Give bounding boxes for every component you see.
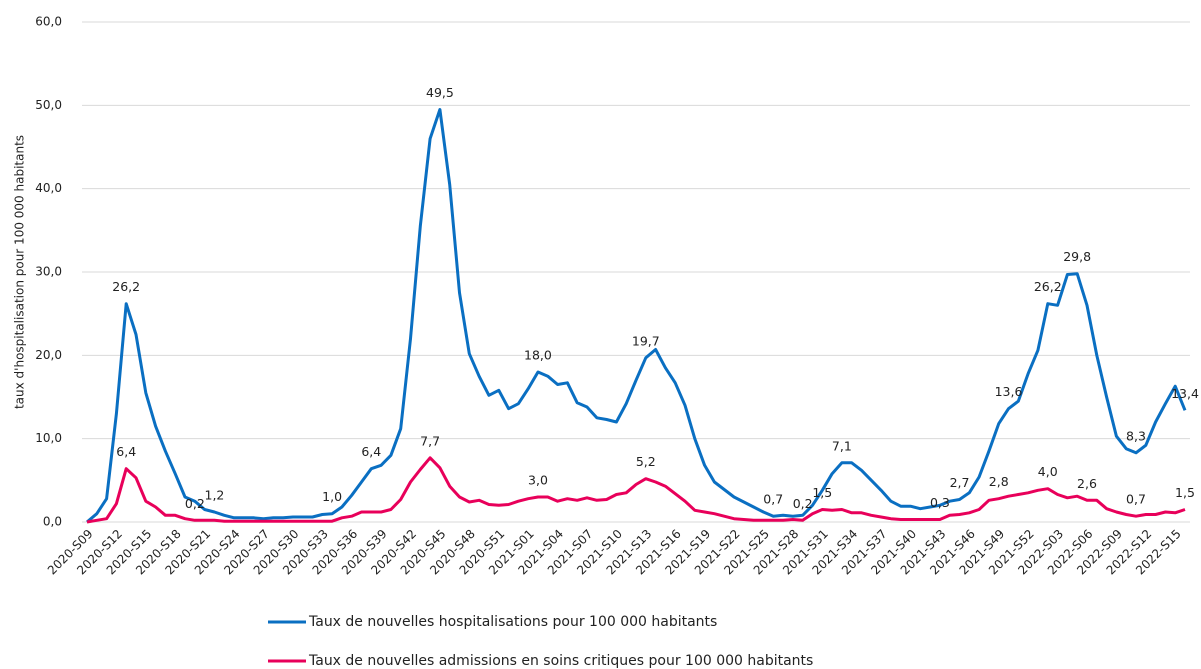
y-tick-label: 30,0 bbox=[35, 265, 62, 279]
y-tick-label: 10,0 bbox=[35, 431, 62, 445]
data-label: 49,5 bbox=[426, 85, 454, 100]
data-label: 26,2 bbox=[1034, 279, 1062, 294]
y-tick-label: 40,0 bbox=[35, 181, 62, 195]
data-label: 6,4 bbox=[116, 444, 136, 459]
data-label: 0,7 bbox=[1126, 492, 1146, 507]
data-label: 8,3 bbox=[1126, 428, 1146, 443]
series-line bbox=[86, 108, 1187, 524]
y-axis-title: taux d'hospitalisation pour 100 000 habi… bbox=[13, 135, 27, 409]
y-tick-label: 50,0 bbox=[35, 98, 62, 112]
data-label: 5,2 bbox=[636, 454, 656, 469]
series-line bbox=[86, 456, 1186, 524]
data-label: 1,5 bbox=[1175, 485, 1195, 500]
data-label: 19,7 bbox=[632, 333, 660, 348]
data-label: 26,2 bbox=[112, 279, 140, 294]
data-label: 7,1 bbox=[832, 438, 852, 453]
legend-label: Taux de nouvelles hospitalisations pour … bbox=[308, 614, 717, 630]
data-label: 2,7 bbox=[950, 475, 970, 490]
data-label: 7,7 bbox=[420, 433, 440, 448]
data-label: 6,4 bbox=[361, 444, 381, 459]
data-label: 13,4 bbox=[1171, 386, 1199, 401]
data-label: 13,6 bbox=[995, 384, 1023, 399]
y-tick-label: 20,0 bbox=[35, 348, 62, 362]
data-label: 1,2 bbox=[205, 488, 225, 503]
data-label: 2,6 bbox=[1077, 476, 1097, 491]
data-label: 29,8 bbox=[1063, 249, 1091, 264]
data-label: 0,2 bbox=[185, 496, 205, 511]
data-label: 2,8 bbox=[989, 474, 1009, 489]
legend-label: Taux de nouvelles admissions en soins cr… bbox=[308, 653, 813, 669]
y-tick-label: 60,0 bbox=[35, 15, 62, 29]
data-label: 18,0 bbox=[524, 348, 552, 363]
data-label: 1,0 bbox=[322, 489, 342, 504]
data-label: 0,7 bbox=[763, 492, 783, 507]
data-label: 0,3 bbox=[930, 495, 950, 510]
data-label: 4,0 bbox=[1038, 464, 1058, 479]
data-label: 1,5 bbox=[812, 485, 832, 500]
y-tick-label: 0,0 bbox=[43, 515, 62, 529]
data-label: 3,0 bbox=[528, 473, 548, 488]
data-label: 0,2 bbox=[793, 496, 813, 511]
